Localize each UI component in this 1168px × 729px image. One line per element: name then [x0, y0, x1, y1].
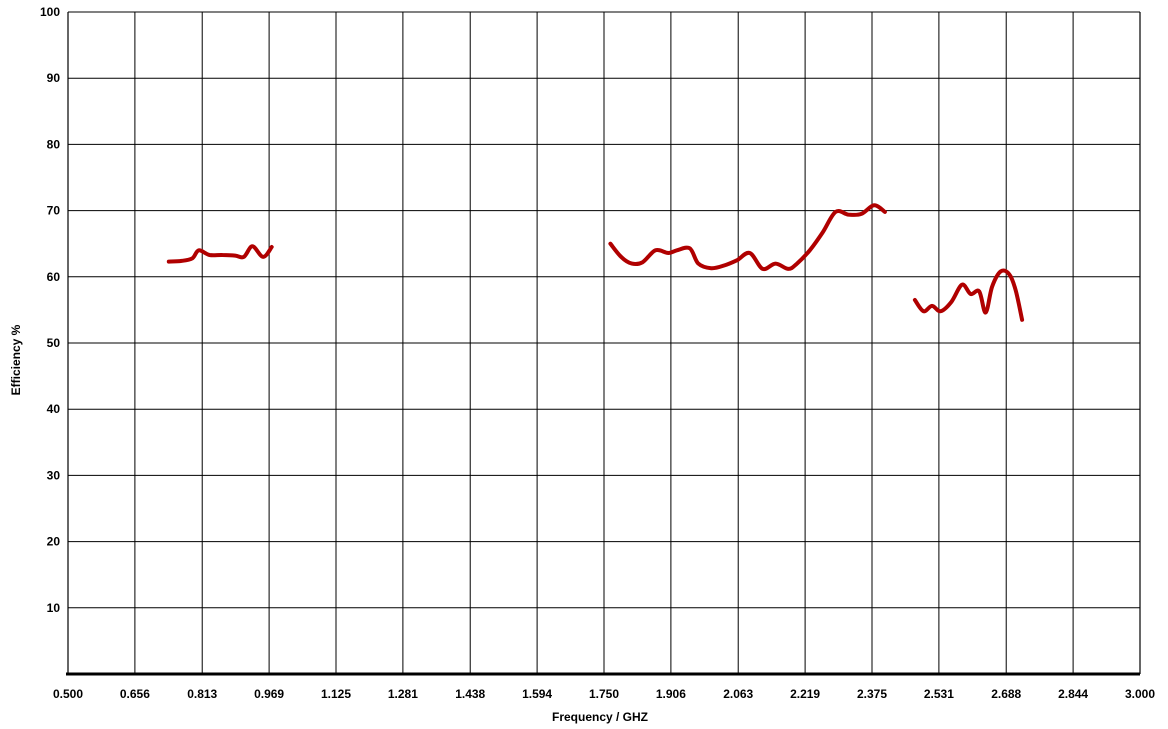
x-tick-label: 2.844 — [1058, 687, 1088, 701]
x-tick-label: 1.594 — [522, 687, 552, 701]
x-tick-label: 2.688 — [991, 687, 1021, 701]
x-tick-label: 1.125 — [321, 687, 351, 701]
x-tick-label: 2.063 — [723, 687, 753, 701]
x-tick-label: 0.813 — [187, 687, 217, 701]
series-line-1 — [166, 244, 274, 264]
grid — [68, 11, 1141, 674]
y-tick-label: 90 — [47, 71, 61, 85]
y-tick-label: 40 — [47, 402, 61, 416]
x-tick-label: 2.219 — [790, 687, 820, 701]
x-tick-label: 2.375 — [857, 687, 887, 701]
y-tick-label: 50 — [47, 336, 61, 350]
y-tick-label: 70 — [47, 204, 61, 218]
series-line-2 — [608, 203, 887, 272]
x-axis-title: Frequency / GHZ — [552, 710, 648, 724]
y-axis-title: Efficiency % — [9, 324, 23, 395]
x-tick-label: 1.750 — [589, 687, 619, 701]
y-tick-label: 20 — [47, 535, 61, 549]
tick-labels: 0.500 0.656 0.813 0.969 1.125 1.281 1.438 1.594… — [40, 5, 1155, 701]
x-tick-label: 1.438 — [455, 687, 485, 701]
x-tick-label: 1.906 — [656, 687, 686, 701]
x-tick-label: 0.656 — [120, 687, 150, 701]
y-tick-label: 60 — [47, 270, 61, 284]
series-lines — [166, 203, 1025, 322]
series-line-3 — [912, 268, 1025, 322]
x-tick-label: 0.969 — [254, 687, 284, 701]
x-tick-label: 1.281 — [388, 687, 418, 701]
y-tick-label: 10 — [47, 601, 61, 615]
y-tick-label: 100 — [40, 5, 60, 19]
y-tick-label: 80 — [47, 137, 61, 151]
y-tick-label: 30 — [47, 468, 61, 482]
axes — [66, 12, 1141, 676]
x-tick-label: 2.531 — [924, 687, 954, 701]
x-tick-label: 3.000 — [1125, 687, 1155, 701]
x-tick-label: 0.500 — [53, 687, 83, 701]
